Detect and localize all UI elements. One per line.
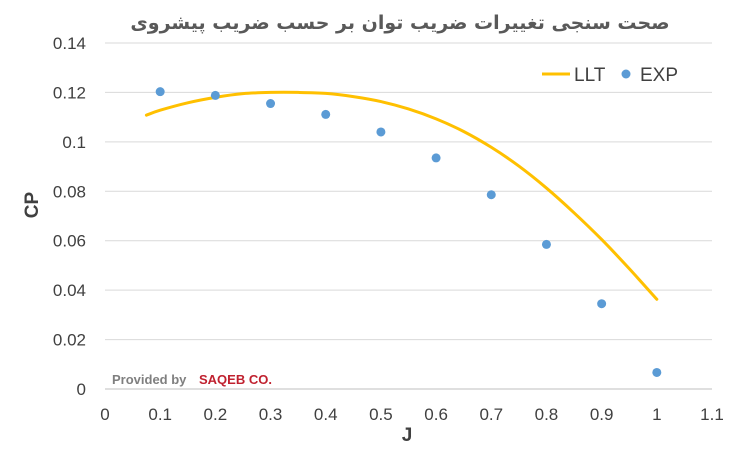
data-point-exp [597, 299, 607, 309]
x-tick-label: 0.9 [590, 405, 614, 424]
data-point-exp [210, 90, 220, 100]
data-point-exp [376, 127, 386, 137]
chart-title: صحت سنجی تغییرات ضریب توان بر حسب ضریب پ… [130, 12, 669, 34]
watermark: Provided by SAQEB CO. [112, 372, 272, 387]
x-tick-label: 0.3 [259, 405, 283, 424]
y-axis-title: CP [22, 191, 43, 218]
x-tick-label: 0.2 [204, 405, 228, 424]
y-tick-label: 0 [77, 380, 86, 399]
y-tick-label: 0.08 [53, 182, 86, 201]
legend: LLT EXP [542, 65, 678, 86]
data-point-exp [541, 239, 551, 249]
x-axis-ticks: 0 0.1 0.2 0.3 0.4 0.5 0.6 0.7 0.8 0.9 1 1.1 [100, 405, 724, 424]
x-tick-label: 0.4 [314, 405, 338, 424]
legend-llt-label: LLT [574, 65, 606, 86]
data-point-exp [155, 87, 165, 97]
x-tick-label: 1 [652, 405, 661, 424]
x-tick-label: 0.6 [424, 405, 448, 424]
data-point-exp [431, 153, 441, 163]
data-point-exp [321, 109, 331, 119]
y-tick-label: 0.04 [53, 281, 86, 300]
y-tick-label: 0.12 [53, 83, 86, 102]
legend-exp-label: EXP [640, 65, 678, 86]
x-tick-label: 0 [100, 405, 109, 424]
legend-exp-swatch [621, 69, 631, 79]
grid-lines [105, 42, 712, 390]
series-line-llt [144, 90, 659, 301]
data-point-exp [652, 367, 662, 377]
data-point-exp [486, 190, 496, 200]
y-tick-label: 0.1 [62, 133, 86, 152]
x-tick-label: 0.5 [369, 405, 393, 424]
y-tick-label: 0.02 [53, 331, 86, 350]
data-point-exp [266, 99, 276, 109]
x-tick-label: 0.7 [479, 405, 503, 424]
watermark-prefix: Provided by [112, 372, 187, 387]
series-layer [144, 87, 662, 377]
y-tick-label: 0.14 [53, 34, 86, 53]
y-tick-label: 0.06 [53, 232, 86, 251]
watermark-brand: SAQEB CO. [199, 372, 272, 387]
x-axis-title: J [402, 425, 413, 446]
x-tick-label: 1.1 [700, 405, 724, 424]
x-tick-label: 0.8 [535, 405, 559, 424]
y-axis-ticks: 0 0.02 0.04 0.06 0.08 0.1 0.12 0.14 [53, 34, 86, 399]
x-tick-label: 0.1 [148, 405, 172, 424]
